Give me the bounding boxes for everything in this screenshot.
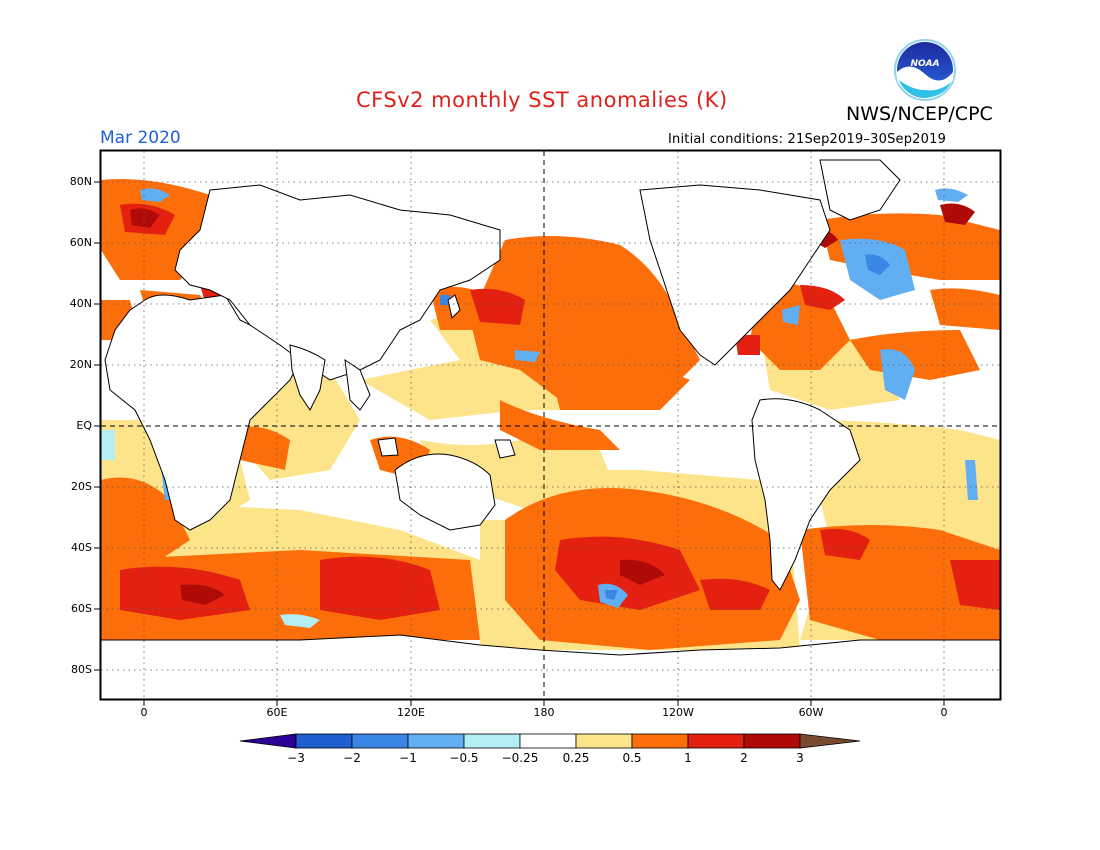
colorbar-swatch — [351, 733, 409, 749]
axis-ticks — [94, 181, 945, 706]
sst-anomaly-field — [101, 151, 1000, 699]
colorbar-swatch — [407, 733, 465, 749]
lat-label: 20N — [69, 358, 92, 371]
colorbar-swatch — [519, 733, 577, 749]
lon-label: 120E — [397, 706, 425, 719]
colorbar-label: −0.5 — [449, 751, 479, 765]
colorbar-swatch — [631, 733, 689, 749]
lon-label: 60E — [266, 706, 288, 719]
forecast-month: Mar 2020 — [100, 128, 181, 148]
colorbar-label: 2 — [740, 751, 748, 765]
colorbar-label: 3 — [796, 751, 804, 765]
anomaly-neg-1-neg-0.5 — [440, 254, 890, 600]
colorbar-label: 1 — [684, 751, 692, 765]
colorbar-swatch — [575, 733, 633, 749]
colorbar-label: −1 — [399, 751, 417, 765]
colorbar-label: 0.25 — [562, 751, 590, 765]
colorbar-swatch — [463, 733, 521, 749]
colorbar-label: −3 — [287, 751, 305, 765]
anomaly-2-3 — [130, 203, 975, 605]
colorbar-swatch — [295, 733, 353, 749]
logo-text: NOAA — [910, 59, 939, 69]
map-title: CFSv2 monthly SST anomalies (K) — [356, 88, 728, 112]
anomaly-1-2 — [120, 203, 1000, 620]
colorbar — [239, 733, 861, 749]
lon-label: 120W — [662, 706, 694, 719]
lon-label: 180 — [533, 706, 555, 719]
lon-label: 60W — [798, 706, 824, 719]
colorbar-label: −2 — [343, 751, 361, 765]
colorbar-swatch — [687, 733, 745, 749]
graticule — [101, 151, 1000, 699]
agency-label: NWS/NCEP/CPC — [846, 103, 993, 125]
lat-label: 40S — [71, 541, 92, 554]
colorbar-label: 0.5 — [622, 751, 642, 765]
lat-label: 80N — [69, 175, 92, 188]
lon-label: 0 — [140, 706, 148, 719]
map-frame — [99, 149, 1002, 701]
colorbar-swatch — [743, 733, 801, 749]
lat-label: 20S — [71, 480, 92, 493]
lat-label: EQ — [76, 419, 92, 432]
equator-dateline — [101, 151, 1000, 699]
lat-label: 40N — [69, 297, 92, 310]
lat-label: 80S — [71, 663, 92, 676]
noaa-logo: NOAA — [894, 39, 956, 101]
lon-label: 0 — [940, 706, 948, 719]
colorbar-swatch-lt-neg3 — [239, 733, 297, 749]
colorbar-label: −0.25 — [501, 751, 539, 765]
lat-label: 60N — [69, 236, 92, 249]
lat-label: 60S — [71, 602, 92, 615]
land-masses — [101, 159, 1000, 699]
initial-conditions: Initial conditions: 21Sep2019–30Sep2019 — [668, 132, 947, 147]
colorbar-swatch-gt-3 — [799, 733, 861, 749]
